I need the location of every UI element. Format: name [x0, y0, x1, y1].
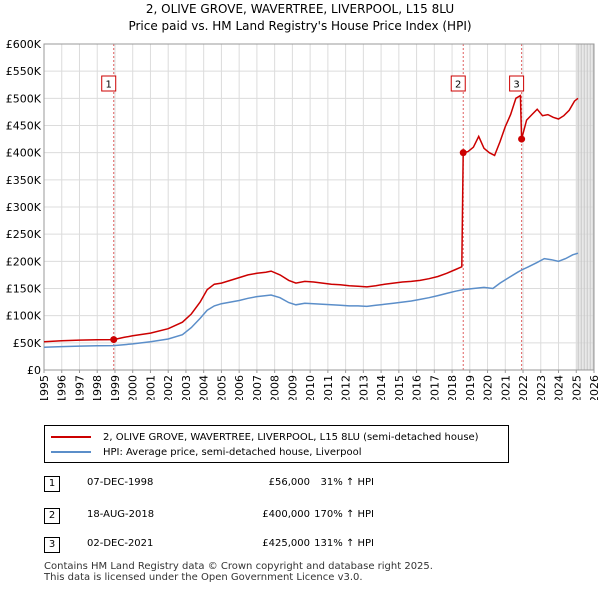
x-tick-label: 2003 — [180, 375, 193, 400]
sale-point — [518, 135, 526, 143]
chart-subtitle: Price paid vs. HM Land Registry's House … — [128, 19, 472, 33]
sale-label-box — [101, 75, 117, 92]
legend-label-hpi: HPI: Average price, semi-detached house,… — [103, 446, 362, 458]
transaction-hpi: 31% ↑ HPI — [320, 477, 374, 488]
x-tick-label: 2020 — [482, 375, 495, 400]
x-tick-label: 2024 — [553, 375, 566, 400]
transaction-hpi: 170% ↑ HPI — [314, 509, 374, 520]
y-tick-label: £100K — [6, 310, 42, 323]
sale-label: 1 — [106, 80, 112, 91]
transaction-date: 07-DEC-1998 — [87, 477, 154, 488]
x-tick-label: 2004 — [198, 375, 211, 400]
transaction-number: 3 — [44, 537, 60, 553]
sale-label: 2 — [455, 80, 461, 91]
x-tick-label: 2006 — [233, 375, 246, 400]
x-tick-label: 2008 — [269, 375, 282, 400]
x-tick-label: 2007 — [251, 375, 264, 400]
y-tick-label: £0 — [27, 364, 41, 377]
sale-point — [459, 149, 467, 157]
transaction-row: 2 18-AUG-2018 £400,000 170% ↑ HPI — [44, 508, 600, 524]
legend-line-property — [51, 436, 91, 438]
transaction-price: £400,000 — [262, 509, 310, 520]
legend-line-hpi — [51, 451, 91, 453]
x-tick-label: 2000 — [127, 375, 140, 400]
legend-item-property: 2, OLIVE GROVE, WAVERTREE, LIVERPOOL, L1… — [51, 430, 479, 444]
x-tick-label: 2017 — [428, 375, 441, 400]
transaction-price: £56,000 — [268, 477, 310, 488]
sale-label-box — [450, 75, 466, 92]
sale-label-box — [509, 75, 525, 92]
transaction-date: 02-DEC-2021 — [87, 538, 154, 549]
chart-title: 2, OLIVE GROVE, WAVERTREE, LIVERPOOL, L1… — [145, 2, 455, 16]
series-line-hpi — [43, 252, 579, 348]
y-tick-label: £50K — [13, 337, 42, 350]
price-chart: 1 2 3 £0 £50K £100K £150K £200K £250K £300K £350K £… — [6, 38, 600, 400]
transaction-number: 1 — [44, 476, 60, 492]
y-tick-label: £350K — [6, 174, 42, 187]
x-tick-label: 1998 — [91, 375, 104, 400]
legend: 2, OLIVE GROVE, WAVERTREE, LIVERPOOL, L1… — [44, 425, 509, 463]
transaction-hpi: 131% ↑ HPI — [314, 538, 374, 549]
y-tick-label: £450K — [6, 120, 42, 133]
x-tick-label: 2015 — [393, 375, 406, 400]
sale-label: 3 — [513, 80, 519, 91]
x-tick-label: 2001 — [144, 375, 157, 400]
x-tick-label: 2013 — [357, 375, 370, 400]
x-tick-label: 2025 — [570, 375, 583, 400]
transaction-date: 18-AUG-2018 — [87, 509, 155, 520]
x-tick-label: 2012 — [340, 375, 353, 400]
x-tick-label: 2019 — [464, 375, 477, 400]
x-tick-label: 2014 — [375, 375, 388, 400]
legend-item-hpi: HPI: Average price, semi-detached house,… — [51, 445, 362, 459]
y-tick-label: £550K — [6, 65, 42, 78]
x-tick-label: 2010 — [304, 375, 317, 400]
transaction-number: 2 — [44, 508, 60, 524]
plot-frame — [43, 43, 595, 371]
x-tick-label: 2026 — [588, 375, 600, 400]
x-tick-label: 2018 — [446, 375, 459, 400]
x-tick-label: 2023 — [535, 375, 548, 400]
y-tick-label: £250K — [6, 228, 42, 241]
x-tick-label: 1997 — [73, 375, 86, 400]
x-tick-label: 2022 — [517, 375, 530, 400]
x-tick-label: 1995 — [38, 375, 51, 400]
y-tick-label: £200K — [6, 255, 42, 268]
x-tick-label: 2005 — [215, 375, 228, 400]
x-tick-label: 2002 — [162, 375, 175, 400]
transaction-price: £425,000 — [262, 538, 310, 549]
x-tick-label: 2009 — [286, 375, 299, 400]
x-tick-label: 2011 — [322, 375, 335, 400]
transaction-row: 1 07-DEC-1998 £56,000 31% ↑ HPI — [44, 476, 600, 492]
y-tick-label: £600K — [6, 38, 42, 51]
y-tick-label: £400K — [6, 147, 42, 160]
y-tick-label: £150K — [6, 283, 42, 296]
transaction-row: 3 02-DEC-2021 £425,000 131% ↑ HPI — [44, 537, 600, 553]
x-tick-label: 2016 — [411, 375, 424, 400]
x-tick-label: 2021 — [499, 375, 512, 400]
x-tick-label: 1999 — [109, 375, 122, 400]
footer-licence: This data is licensed under the Open Gov… — [44, 572, 363, 583]
y-tick-label: £500K — [6, 92, 42, 105]
y-tick-label: £300K — [6, 201, 42, 214]
footer-copyright: Contains HM Land Registry data © Crown c… — [44, 561, 433, 572]
sale-point — [110, 336, 118, 344]
x-tick-label: 1996 — [56, 375, 69, 400]
legend-label-property: 2, OLIVE GROVE, WAVERTREE, LIVERPOOL, L1… — [103, 431, 479, 443]
footer: Contains HM Land Registry data © Crown c… — [44, 561, 433, 583]
